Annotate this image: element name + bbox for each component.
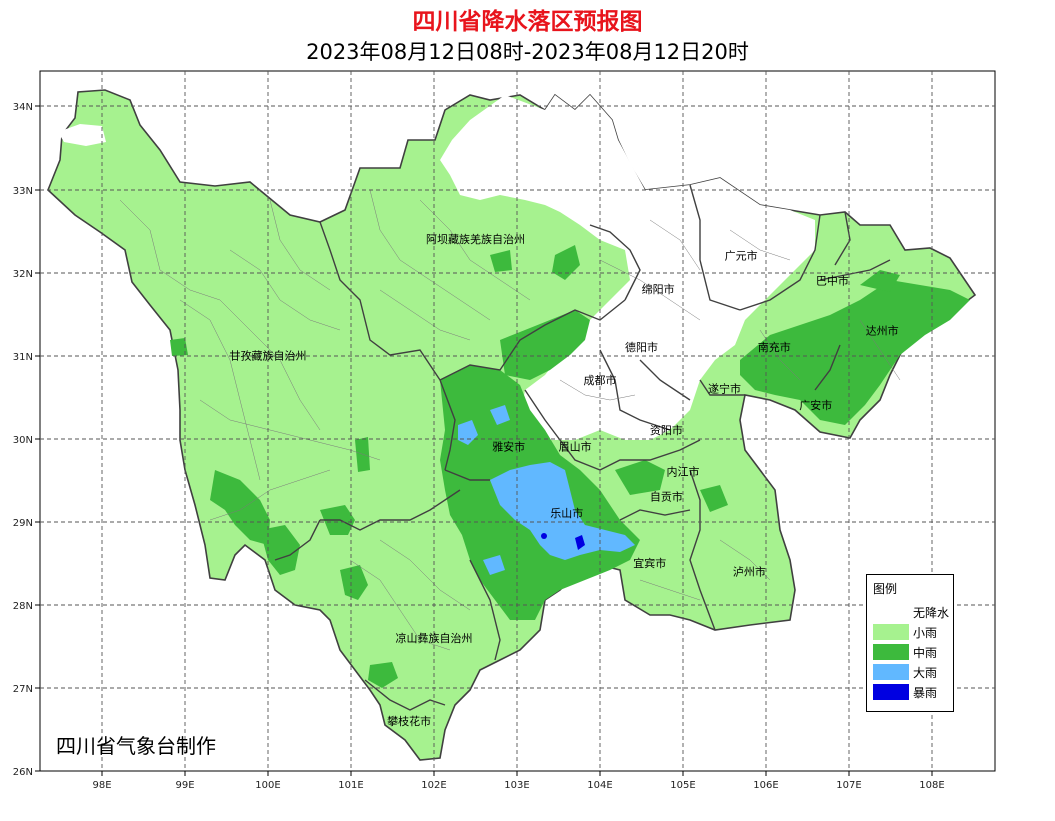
lat-tick-label: 30N — [13, 435, 33, 446]
legend-label: 中雨 — [913, 646, 938, 660]
legend-item-moderate-rain: 中雨 — [873, 643, 949, 660]
region-label: 攀枝花市 — [387, 714, 431, 728]
lon-tick-labels: 98E 99E 100E 101E 102E 103E 104E 105E 10… — [92, 780, 944, 791]
legend-label: 暴雨 — [913, 686, 938, 700]
legend-item-no-rain: 无降水 — [873, 603, 949, 620]
lon-tick-label: 100E — [255, 780, 280, 791]
rainstorm-areas — [541, 533, 585, 550]
moderate-rain-areas — [170, 245, 970, 688]
region-label: 广安市 — [799, 398, 832, 412]
region-label: 巴中市 — [816, 274, 849, 288]
legend-swatch — [873, 664, 909, 680]
legend-swatch — [873, 604, 909, 620]
region-label: 阿坝藏族羌族自治州 — [426, 232, 525, 246]
region-label: 自贡市 — [650, 490, 683, 504]
lon-tick-label: 106E — [753, 780, 778, 791]
issuer-credit: 四川省气象台制作 — [56, 734, 216, 758]
region-label: 达州市 — [866, 323, 899, 337]
region-label: 绵阳市 — [642, 282, 675, 296]
lon-tick-label: 108E — [919, 780, 944, 791]
map-subtitle: 2023年08月12日08时-2023年08月12日20时 — [306, 40, 749, 64]
region-label: 眉山市 — [559, 440, 592, 454]
graticule — [40, 71, 995, 771]
legend-label: 大雨 — [913, 666, 938, 680]
region-label: 宜宾市 — [633, 556, 666, 570]
lat-tick-label: 34N — [13, 102, 33, 113]
region-label: 甘孜藏族自治州 — [230, 348, 307, 362]
legend-swatch — [873, 644, 909, 660]
region-label: 凉山彝族自治州 — [396, 631, 473, 645]
axis-ticks — [35, 105, 933, 776]
lat-tick-label: 28N — [13, 601, 33, 612]
legend-swatch — [873, 684, 909, 700]
region-label: 资阳市 — [650, 423, 683, 437]
lat-tick-label: 29N — [13, 518, 33, 529]
legend-label: 小雨 — [913, 626, 938, 640]
legend-item-heavy-rain: 大雨 — [873, 663, 949, 680]
lat-tick-labels: 34N 33N 32N 31N 30N 29N 28N 27N 26N — [13, 102, 33, 778]
county-boundaries — [119, 189, 901, 651]
region-label: 内江市 — [667, 465, 700, 479]
region-label: 德阳市 — [625, 340, 658, 354]
lon-tick-label: 101E — [338, 780, 363, 791]
prefecture-boundaries — [274, 184, 891, 711]
lon-tick-label: 102E — [421, 780, 446, 791]
region-label: 乐山市 — [550, 506, 583, 520]
legend-swatch — [873, 624, 909, 640]
map-title: 四川省降水落区预报图 — [412, 9, 643, 35]
lat-tick-label: 27N — [13, 684, 33, 695]
legend-item-light-rain: 小雨 — [873, 623, 949, 640]
lat-tick-label: 31N — [13, 352, 33, 363]
region-label: 遂宁市 — [708, 382, 741, 396]
region-label: 雅安市 — [492, 440, 525, 454]
legend: 图例 无降水 小雨 中雨 大雨 暴雨 — [866, 574, 954, 712]
lon-tick-label: 98E — [92, 780, 111, 791]
legend-title: 图例 — [873, 582, 898, 596]
lat-tick-label: 26N — [13, 767, 33, 778]
lon-tick-label: 99E — [175, 780, 194, 791]
region-label: 成都市 — [584, 373, 617, 387]
region-label: 广元市 — [725, 249, 758, 263]
no-rain-area — [440, 95, 815, 440]
lat-tick-label: 32N — [13, 269, 33, 280]
region-label: 泸州市 — [733, 564, 766, 578]
no-rain-west-patch — [58, 124, 106, 146]
lat-tick-label: 33N — [13, 186, 33, 197]
lon-tick-label: 105E — [670, 780, 695, 791]
lon-tick-label: 107E — [836, 780, 861, 791]
lon-tick-label: 103E — [504, 780, 529, 791]
lon-tick-label: 104E — [587, 780, 612, 791]
legend-label: 无降水 — [913, 606, 950, 620]
legend-item-rainstorm: 暴雨 — [873, 683, 949, 700]
region-label: 南充市 — [758, 340, 791, 354]
